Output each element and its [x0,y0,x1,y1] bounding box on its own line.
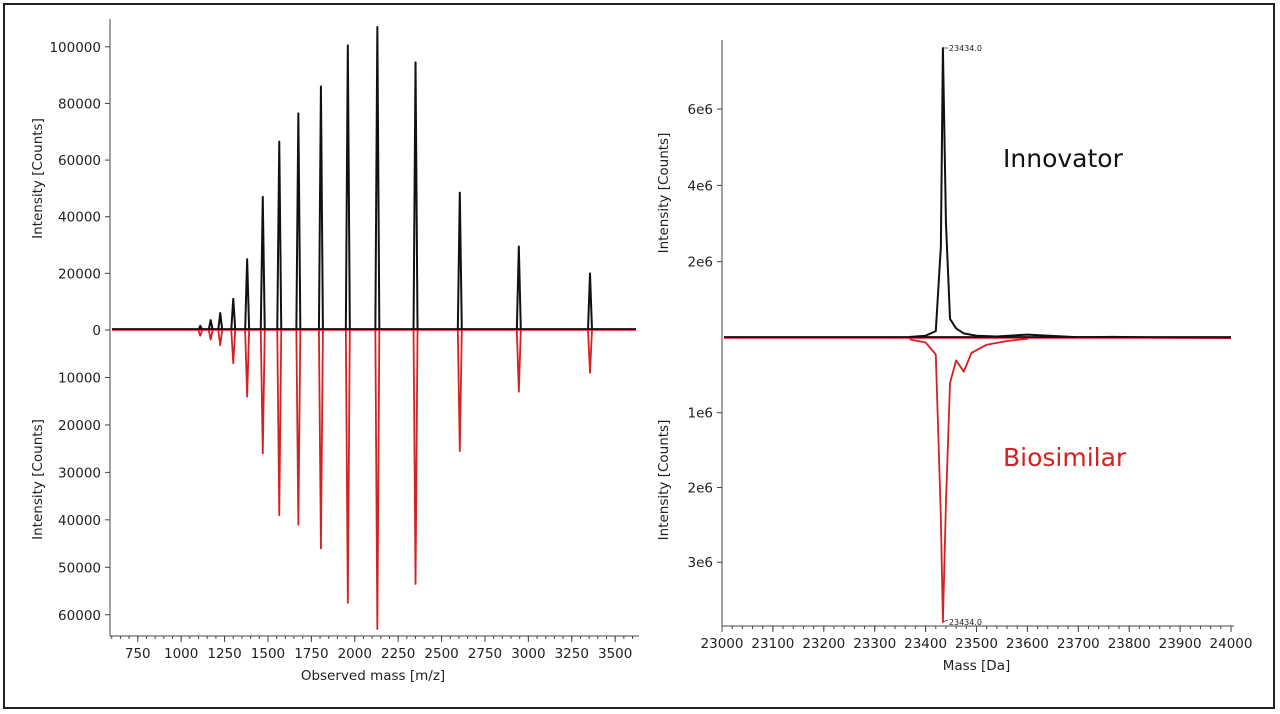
y-tick-label-top: 2e6 [688,255,713,271]
series-innovator-line [909,47,1232,339]
x-tick-label: 1250 [207,646,241,662]
annotation-leader [942,619,949,623]
data-point-innovator [320,85,322,88]
y-tick-label-top: 40000 [58,210,101,226]
x-tick-label: 1750 [294,646,328,662]
x-axis-title: Observed mass [m/z] [301,668,445,684]
y-tick-label-top: 0 [92,323,101,339]
x-tick-label: 3250 [555,646,589,662]
x-tick-label: 23600 [1006,636,1049,652]
x-tick-label: 23800 [1108,636,1151,652]
data-point-biosimilar [414,583,417,585]
left-spectrum-chart: 750 1000 1250 1500 1750 2000 2250 2500 2750 3000 3… [30,19,639,684]
y-axis-title-bottom: Intensity [Counts] [656,420,672,541]
data-point-innovator [589,272,591,275]
data-point-biosimilar [278,514,281,516]
series-innovator-line [197,26,593,331]
data-point-innovator [376,26,379,28]
data-point-biosimilar [246,395,248,398]
figure-frame [3,3,1275,709]
x-tick-label: 23300 [853,636,896,652]
data-point-innovator [261,196,264,198]
y-tick-label-bottom: 1e6 [688,406,713,422]
data-point-innovator [458,191,461,194]
x-tick-label: 3500 [598,646,632,662]
data-point-innovator [232,298,235,300]
y-tick-label-bottom: 60000 [58,608,101,624]
data-point-innovator [347,44,349,47]
y-tick-label-bottom: 2e6 [688,480,713,496]
label-biosimilar: Biosimilar [1003,443,1127,472]
x-tick-label: 23500 [955,636,998,652]
y-tick-label-bottom: 10000 [58,370,101,386]
data-point-biosimilar [261,452,264,455]
x-tick-label: 23200 [802,636,845,652]
y-tick-label-top: 4e6 [688,178,713,194]
y-tick-label-bottom: 50000 [58,560,101,576]
data-point-innovator [209,319,212,321]
data-point-biosimilar [209,338,212,341]
x-tick-label: 3000 [511,646,545,662]
data-point-biosimilar [518,390,520,393]
x-tick-label: 24000 [1210,636,1253,652]
right-deconvoluted-chart: 23000 23100 23200 23300 23400 23500 23600 23700… [656,40,1252,674]
data-point-biosimilar [458,450,461,452]
y-tick-label-bottom: 20000 [58,418,101,434]
x-tick-label: 2750 [468,646,502,662]
data-point-innovator [297,112,300,115]
x-axis-title: Mass [Da] [943,658,1010,674]
data-point-innovator [518,245,520,248]
y-tick-label-bottom: 3e6 [688,555,713,571]
y-tick-label-bottom: 40000 [58,513,101,529]
x-tick-label: 23400 [904,636,947,652]
y-tick-label-top: 60000 [58,153,101,169]
x-tick-label: 23700 [1057,636,1100,652]
x-tick-label: 1000 [164,646,198,662]
data-point-biosimilar [589,371,591,374]
y-tick-label-top: 80000 [58,96,101,112]
data-point-innovator [246,258,248,261]
y-tick-label-bottom: 30000 [58,465,101,481]
x-tick-label: 23100 [751,636,794,652]
data-point-innovator [219,312,222,314]
data-point-biosimilar [320,547,322,550]
y-axis-title-bottom: Intensity [Counts] [30,419,46,540]
data-point-biosimilar [199,334,202,337]
x-tick-label: 2500 [424,646,458,662]
y-tick-label-top: 20000 [58,266,101,282]
series-biosimilar-line [197,329,593,630]
data-point-innovator [199,324,202,327]
x-tick-label: 23900 [1159,636,1202,652]
y-axis-title-top: Intensity [Counts] [656,133,672,254]
data-point-innovator [278,140,281,143]
data-point-biosimilar [347,602,349,604]
data-point-biosimilar [297,523,300,526]
x-tick-label: 750 [125,646,151,662]
label-innovator: Innovator [1003,144,1124,173]
peak-annotation: 23434.0 [949,618,982,627]
x-tick-label: 2250 [381,646,415,662]
peak-annotation: 23434.0 [949,44,982,53]
x-tick-label: 1500 [251,646,285,662]
y-tick-label-top: 6e6 [688,102,713,118]
data-point-biosimilar [376,628,379,630]
x-tick-label: 2000 [338,646,372,662]
data-point-biosimilar [232,362,235,365]
y-tick-label-top: 100000 [49,40,101,56]
x-tick-label: 23000 [701,636,744,652]
series-biosimilar-line [909,337,1029,623]
data-point-biosimilar [219,344,222,346]
y-axis-title-top: Intensity [Counts] [30,118,46,239]
data-point-innovator [414,61,417,64]
